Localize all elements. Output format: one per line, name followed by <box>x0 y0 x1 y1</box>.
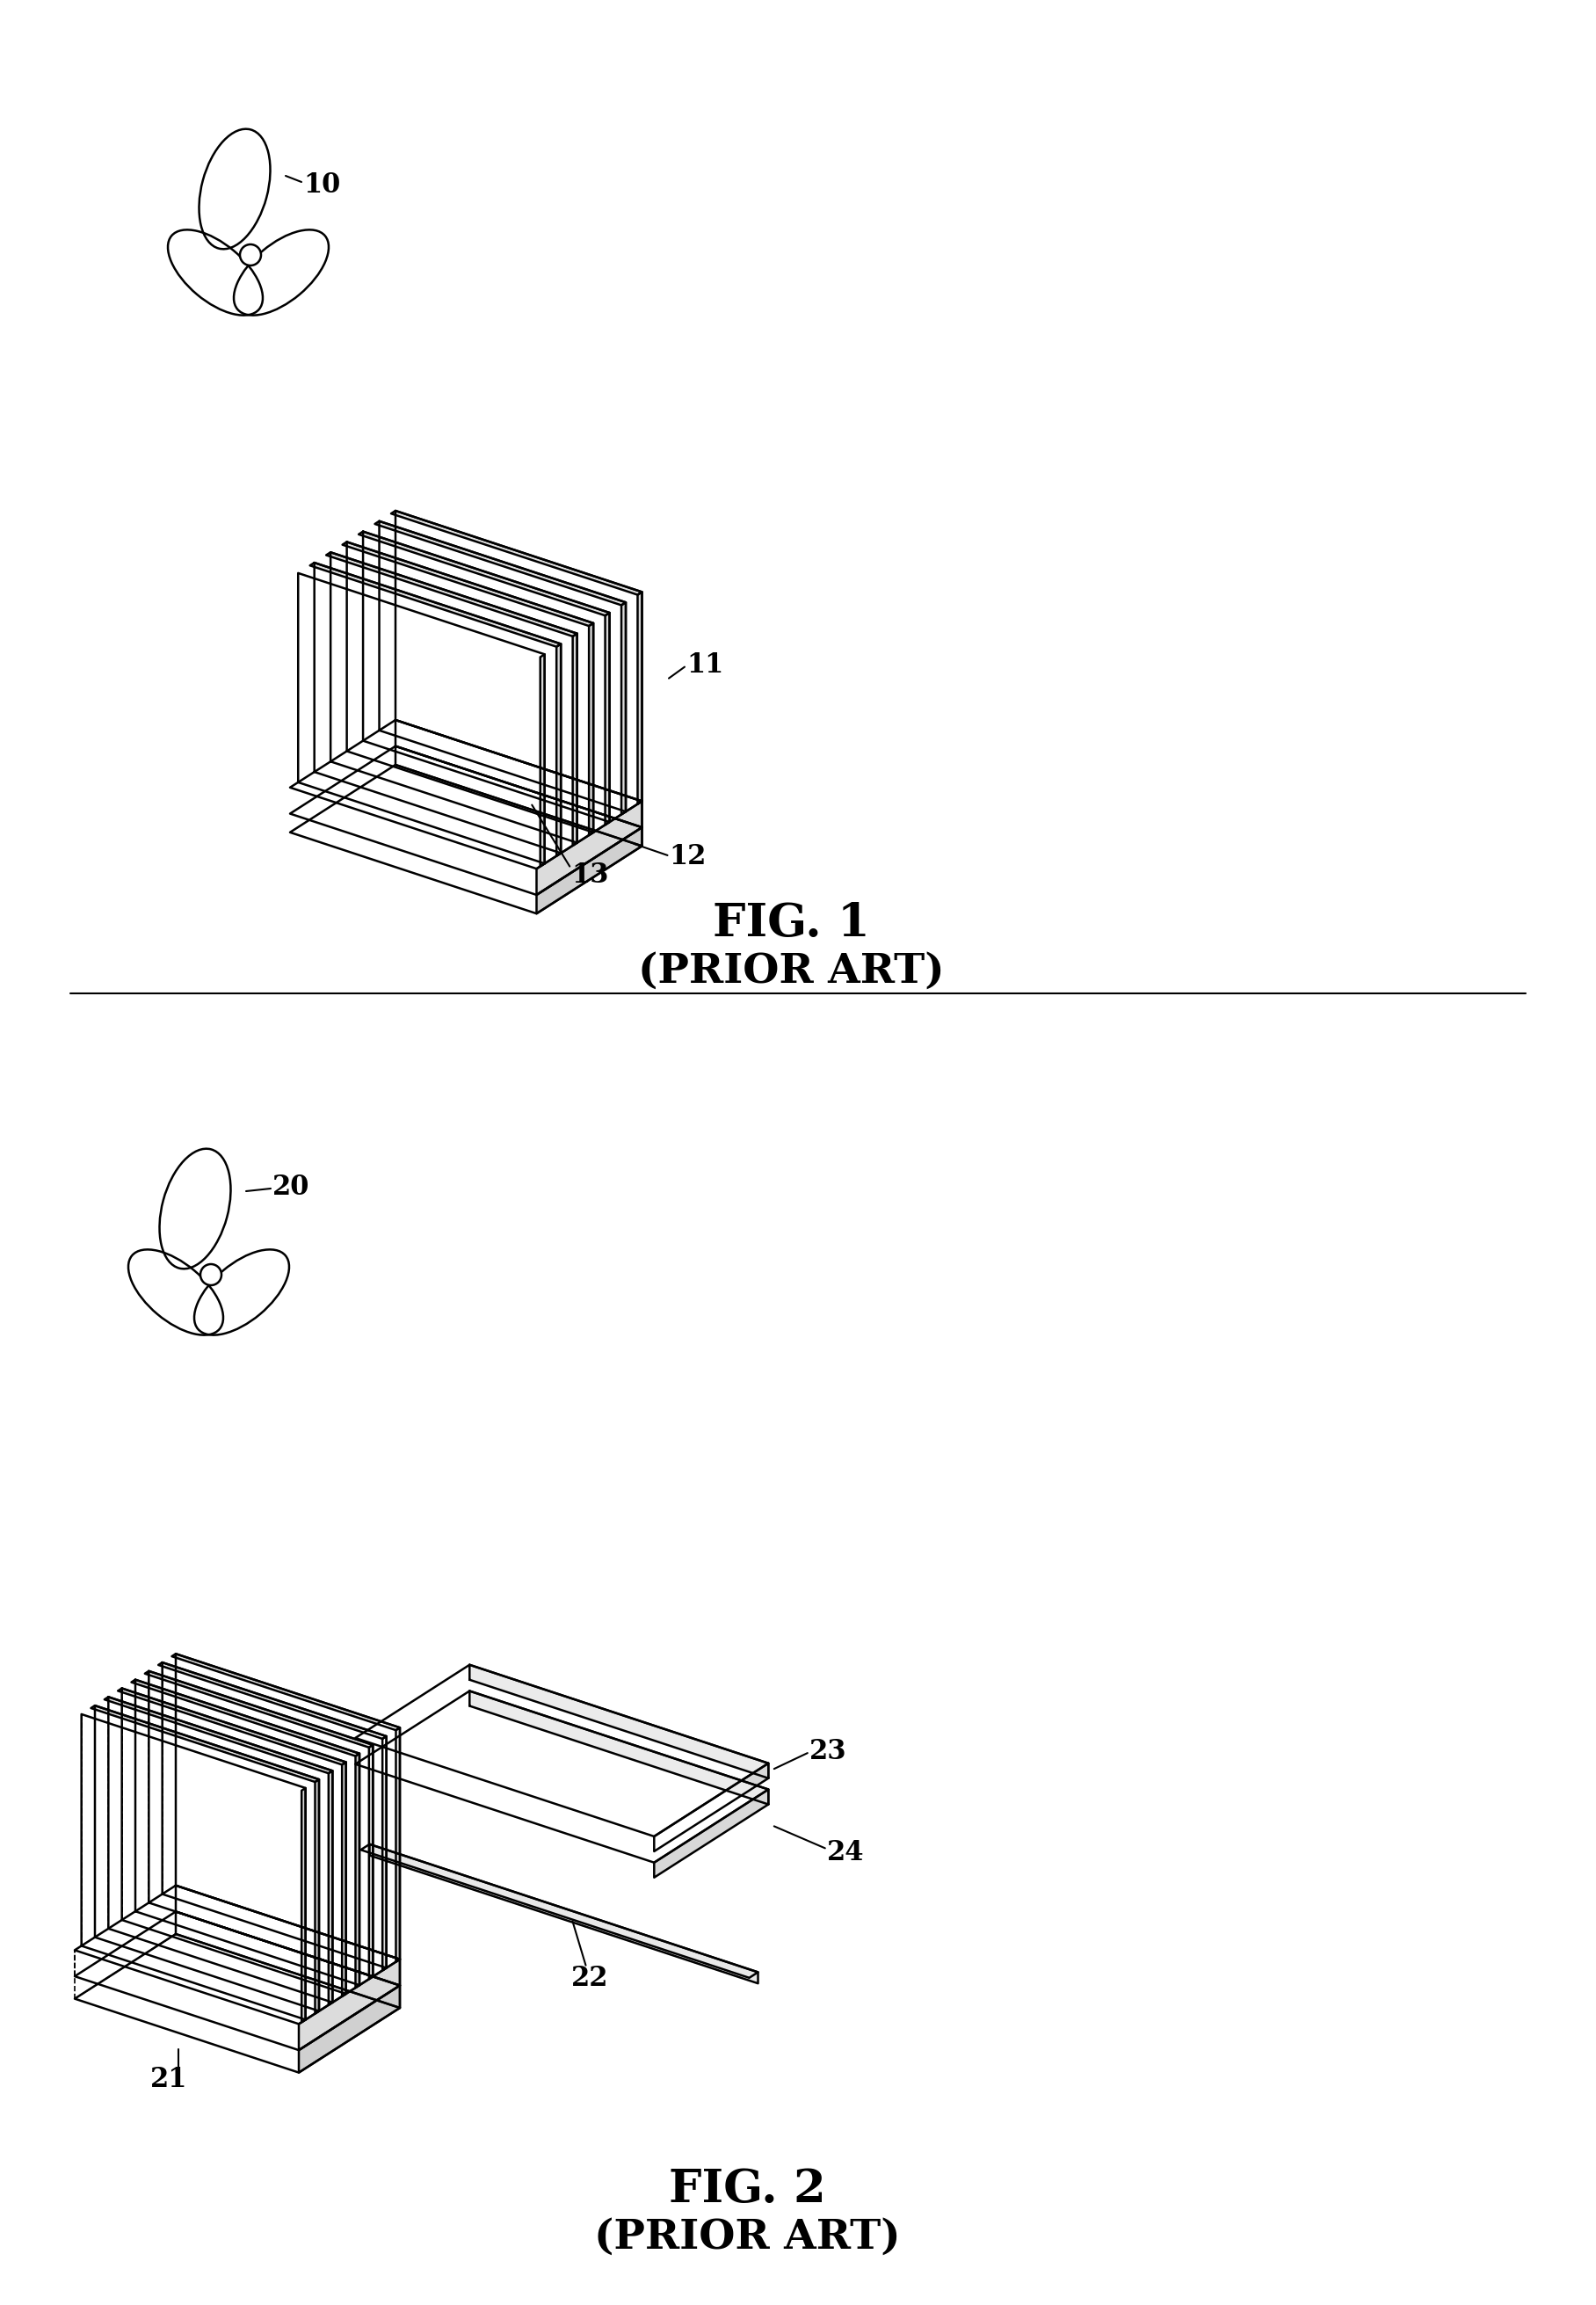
Polygon shape <box>573 634 578 846</box>
Polygon shape <box>346 542 594 832</box>
Text: 23: 23 <box>809 1738 847 1766</box>
Polygon shape <box>75 1934 401 2072</box>
Polygon shape <box>380 521 626 811</box>
Polygon shape <box>329 1770 332 2005</box>
Polygon shape <box>541 655 544 867</box>
Polygon shape <box>375 521 626 606</box>
Polygon shape <box>396 719 642 827</box>
Polygon shape <box>370 1844 758 1982</box>
Polygon shape <box>290 747 642 894</box>
Polygon shape <box>104 1696 332 1773</box>
Polygon shape <box>290 719 642 869</box>
Polygon shape <box>396 512 642 802</box>
Text: FIG. 1: FIG. 1 <box>712 901 870 945</box>
Polygon shape <box>326 553 578 636</box>
Polygon shape <box>148 1671 373 1978</box>
Polygon shape <box>536 802 642 894</box>
Text: 21: 21 <box>150 2065 188 2093</box>
Text: 13: 13 <box>571 862 608 890</box>
Text: 11: 11 <box>686 652 723 678</box>
Text: 22: 22 <box>571 1964 608 1992</box>
Text: (PRIOR ART): (PRIOR ART) <box>638 952 945 991</box>
Polygon shape <box>356 1664 768 1837</box>
Polygon shape <box>94 1706 319 2010</box>
Polygon shape <box>638 592 642 804</box>
Polygon shape <box>109 1696 332 2003</box>
Polygon shape <box>75 1911 401 2049</box>
Polygon shape <box>362 532 610 823</box>
Polygon shape <box>391 512 642 595</box>
Polygon shape <box>396 1729 401 1962</box>
Polygon shape <box>557 643 560 855</box>
Polygon shape <box>369 1745 373 1980</box>
Polygon shape <box>145 1671 373 1747</box>
Polygon shape <box>396 747 642 846</box>
Circle shape <box>239 244 262 265</box>
Polygon shape <box>75 1885 401 2024</box>
Polygon shape <box>314 1779 319 2015</box>
Polygon shape <box>469 1692 768 1805</box>
Polygon shape <box>118 1687 346 1766</box>
Polygon shape <box>176 1653 401 1959</box>
Polygon shape <box>314 562 560 853</box>
Polygon shape <box>290 765 642 913</box>
Polygon shape <box>359 532 610 615</box>
Polygon shape <box>81 1715 305 2019</box>
Text: FIG. 2: FIG. 2 <box>669 2167 825 2210</box>
Text: 20: 20 <box>273 1173 310 1201</box>
Polygon shape <box>136 1680 359 1985</box>
Circle shape <box>201 1263 222 1286</box>
Polygon shape <box>621 602 626 814</box>
Polygon shape <box>330 553 578 844</box>
Text: 10: 10 <box>303 171 340 198</box>
Polygon shape <box>158 1662 386 1738</box>
Polygon shape <box>361 1844 758 1978</box>
Polygon shape <box>176 1911 401 2008</box>
Polygon shape <box>131 1680 359 1756</box>
Polygon shape <box>172 1653 401 1731</box>
Polygon shape <box>298 574 544 864</box>
Polygon shape <box>469 1664 768 1777</box>
Polygon shape <box>654 1789 768 1879</box>
Polygon shape <box>302 1789 305 2021</box>
Polygon shape <box>605 613 610 825</box>
Polygon shape <box>298 1959 401 2049</box>
Polygon shape <box>91 1706 319 1782</box>
Polygon shape <box>356 1754 359 1987</box>
Text: 24: 24 <box>827 1839 863 1867</box>
Polygon shape <box>654 1763 768 1851</box>
Text: 12: 12 <box>669 844 707 871</box>
Polygon shape <box>342 1761 346 1996</box>
Polygon shape <box>536 827 642 913</box>
Polygon shape <box>383 1736 386 1971</box>
Polygon shape <box>298 1985 401 2072</box>
Polygon shape <box>163 1662 386 1968</box>
Polygon shape <box>121 1687 346 1994</box>
Text: (PRIOR ART): (PRIOR ART) <box>594 2217 900 2257</box>
Polygon shape <box>356 1692 768 1862</box>
Polygon shape <box>343 542 594 627</box>
Polygon shape <box>176 1885 401 1985</box>
Polygon shape <box>589 622 594 834</box>
Polygon shape <box>310 562 560 648</box>
